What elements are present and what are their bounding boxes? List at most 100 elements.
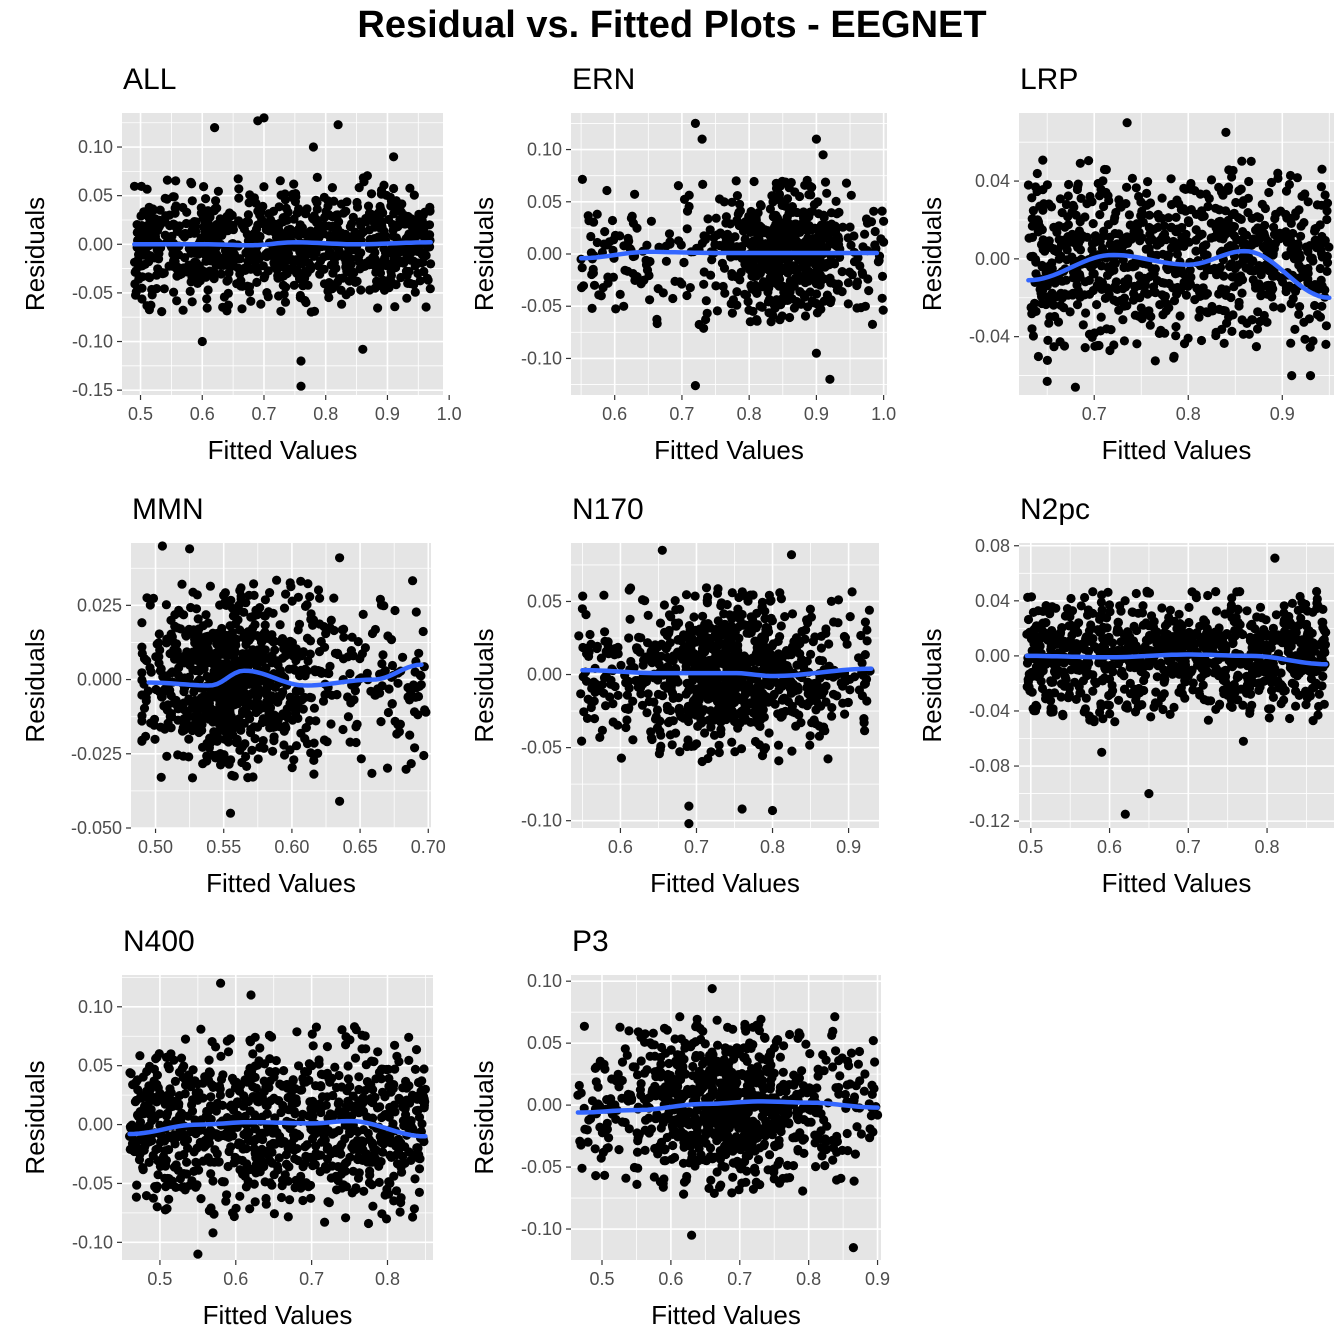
scatter-point xyxy=(1237,315,1247,325)
scatter-point xyxy=(779,287,789,297)
scatter-point xyxy=(1152,240,1162,250)
scatter-point xyxy=(815,254,825,264)
scatter-point xyxy=(860,617,871,627)
scatter-point xyxy=(710,239,720,250)
scatter-point xyxy=(768,197,778,207)
scatter-point xyxy=(208,270,218,280)
scatter-point xyxy=(291,255,301,265)
scatter-point xyxy=(801,625,811,635)
scatter-point xyxy=(1100,293,1110,303)
scatter-point xyxy=(860,726,870,736)
scatter-point xyxy=(800,311,811,321)
scatter-point xyxy=(725,236,735,246)
scatter-point xyxy=(1063,191,1073,201)
scatter-point xyxy=(832,236,842,246)
scatter-point xyxy=(337,299,347,309)
scatter-point xyxy=(661,241,671,251)
scatter-point xyxy=(1049,300,1059,310)
scatter-point xyxy=(661,644,671,654)
scatter-point xyxy=(1094,276,1104,286)
scatter-point xyxy=(292,269,302,279)
scatter-point xyxy=(767,805,778,816)
scatter-point xyxy=(261,697,272,707)
scatter-point xyxy=(805,287,815,297)
scatter-point xyxy=(829,279,840,289)
scatter-point xyxy=(250,620,260,630)
scatter-point xyxy=(1227,172,1237,182)
scatter-point xyxy=(309,738,319,748)
scatter-point xyxy=(1057,208,1067,218)
scatter-point xyxy=(1246,156,1256,166)
scatter-point xyxy=(1023,180,1033,190)
scatter-point xyxy=(715,194,725,204)
scatter-point xyxy=(362,171,372,181)
scatter-point xyxy=(1215,227,1225,237)
scatter-point xyxy=(370,222,380,232)
scatter-point xyxy=(764,728,774,738)
scatter-point xyxy=(712,306,723,316)
scatter-point xyxy=(785,684,796,694)
scatter-point xyxy=(1175,311,1185,321)
scatter-point xyxy=(1099,201,1109,212)
scatter-point xyxy=(655,744,665,755)
scatter-point xyxy=(805,604,816,614)
scatter-point xyxy=(589,280,600,290)
scatter-point xyxy=(425,284,435,294)
scatter-point xyxy=(1296,221,1306,231)
scatter-point xyxy=(393,678,403,688)
scatter-point xyxy=(132,220,142,230)
scatter-point xyxy=(628,735,638,745)
scatter-point xyxy=(1163,253,1173,263)
scatter-point xyxy=(223,688,233,698)
scatter-point xyxy=(385,245,395,255)
scatter-point xyxy=(304,233,314,243)
scatter-point xyxy=(1296,613,1306,623)
scatter-point xyxy=(137,618,147,628)
x-tick-label: 0.9 xyxy=(375,404,400,424)
scatter-point xyxy=(165,712,175,722)
y-tick-label: -0.025 xyxy=(71,744,122,764)
scatter-point xyxy=(749,212,759,222)
scatter-point xyxy=(1256,225,1266,235)
scatter-point xyxy=(259,743,269,753)
scatter-point xyxy=(1099,164,1110,175)
scatter-point xyxy=(1088,269,1098,279)
scatter-point xyxy=(582,713,593,724)
main-title: Residual vs. Fitted Plots - EEGNET xyxy=(357,4,987,46)
scatter-point xyxy=(700,681,710,691)
scatter-point xyxy=(1175,285,1186,295)
scatter-point xyxy=(1197,245,1207,255)
scatter-point xyxy=(237,221,248,231)
scatter-point xyxy=(278,687,288,697)
scatter-point xyxy=(145,251,155,261)
scatter-point xyxy=(697,756,707,767)
scatter-point xyxy=(587,303,597,313)
scatter-point xyxy=(137,642,147,652)
scatter-point xyxy=(1310,300,1320,311)
scatter-point xyxy=(726,621,737,631)
scatter-point xyxy=(1095,210,1105,220)
scatter-point xyxy=(599,590,609,600)
scatter-point xyxy=(740,683,750,693)
scatter-point xyxy=(315,593,325,603)
scatter-point xyxy=(1163,213,1174,223)
scatter-point xyxy=(852,277,863,287)
scatter-point xyxy=(196,203,206,213)
scatter-point xyxy=(268,608,278,618)
scatter-point xyxy=(281,589,291,599)
scatter-point xyxy=(213,664,223,674)
scatter-point xyxy=(787,746,797,756)
scatter-point xyxy=(655,716,665,726)
scatter-point xyxy=(772,212,782,222)
scatter-point xyxy=(354,251,364,261)
scatter-point xyxy=(216,269,226,279)
scatter-point xyxy=(1072,300,1083,310)
scatter-point xyxy=(783,234,794,244)
scatter-point xyxy=(668,693,678,704)
scatter-point xyxy=(1287,598,1297,609)
scatter-point xyxy=(786,550,797,560)
scatter-point xyxy=(209,692,219,702)
scatter-point xyxy=(1288,294,1298,304)
scatter-point xyxy=(283,713,293,723)
y-tick-label: -0.050 xyxy=(71,818,122,838)
